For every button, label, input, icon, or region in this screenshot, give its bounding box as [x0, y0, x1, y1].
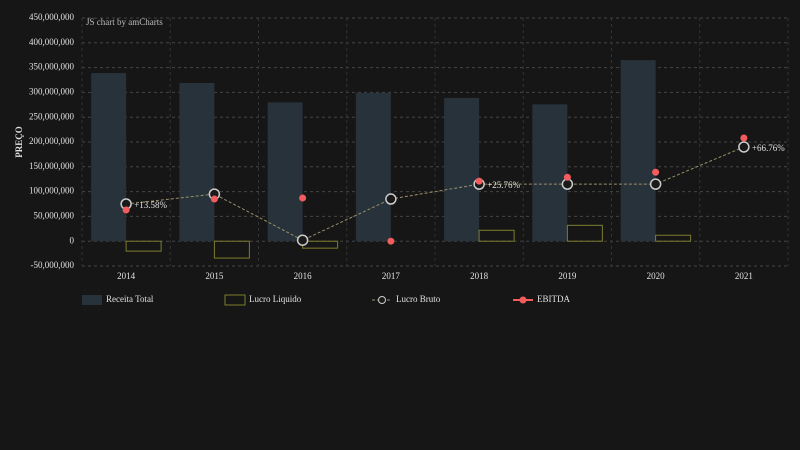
bar: [655, 234, 692, 242]
line: [126, 146, 745, 241]
annotation: +25.76%: [487, 180, 520, 190]
dot: [652, 168, 660, 176]
bar: [532, 104, 568, 242]
legend-label: EBITDA: [537, 294, 570, 304]
line-marker: [385, 193, 397, 205]
x-tick-label: 2014: [117, 271, 136, 281]
line-marker: [738, 141, 750, 153]
x-tick-label: 2018: [470, 271, 489, 281]
legend-swatch: [224, 294, 246, 306]
y-tick-label: 150,000,000: [29, 161, 75, 171]
credit: JS chart by amCharts: [86, 17, 163, 27]
y-tick-label: 50,000,000: [34, 210, 75, 220]
y-tick-label: 100,000,000: [29, 186, 75, 196]
bar: [620, 60, 656, 242]
line-marker: [649, 178, 662, 190]
dot: [210, 195, 218, 203]
bar: [125, 240, 162, 252]
dot: [740, 134, 748, 142]
legend-label: Receita Total: [106, 294, 154, 304]
legend-swatch: [378, 296, 386, 304]
y-tick-label: 300,000,000: [29, 86, 75, 96]
y-tick-label: -50,000,000: [31, 260, 75, 270]
y-tick-label: 0: [70, 235, 75, 245]
y-tick-label: 400,000,000: [29, 37, 75, 47]
legend-label: Lucro Liquido: [249, 294, 302, 304]
bar: [566, 224, 603, 242]
x-tick-label: 2017: [382, 271, 401, 281]
x-tick-label: 2020: [647, 271, 666, 281]
annotation: +13.58%: [134, 200, 167, 210]
annotation: +66.76%: [752, 143, 785, 153]
dot: [563, 173, 571, 181]
bar: [444, 97, 480, 242]
bar: [91, 73, 127, 242]
x-tick-label: 2016: [294, 271, 313, 281]
legend-swatch: [519, 296, 527, 304]
line-marker: [296, 234, 309, 246]
y-tick-label: 450,000,000: [29, 12, 75, 22]
dot: [475, 177, 483, 185]
legend-swatch: [82, 295, 102, 305]
bar: [179, 82, 215, 242]
y-tick-label: 350,000,000: [29, 62, 75, 72]
dot: [299, 194, 307, 202]
x-tick-label: 2021: [735, 271, 753, 281]
y-tick-label: 250,000,000: [29, 111, 75, 121]
bar: [267, 102, 303, 242]
bar: [213, 240, 250, 259]
dot: [122, 206, 130, 214]
x-tick-label: 2015: [205, 271, 224, 281]
bar: [478, 229, 515, 242]
bar: [355, 92, 391, 242]
dot: [387, 237, 395, 245]
y-tick-label: 200,000,000: [29, 136, 75, 146]
y-axis-title: PREÇO: [14, 126, 24, 158]
x-tick-label: 2019: [558, 271, 577, 281]
legend-label: Lucro Bruto: [396, 294, 441, 304]
